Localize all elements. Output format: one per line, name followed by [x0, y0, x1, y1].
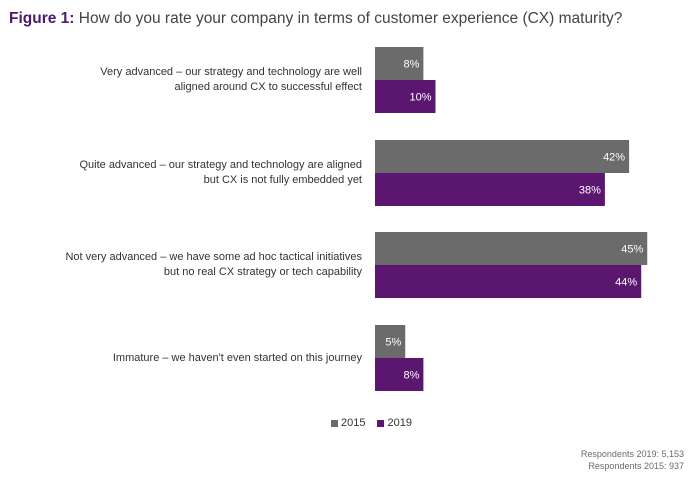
bar-value-label: 5% — [385, 337, 401, 349]
bar-2015 — [375, 47, 424, 80]
bar-2019 — [375, 173, 605, 206]
category-label: Not very advanced – we have some ad hoc … — [32, 250, 362, 280]
bar-value-label: 8% — [403, 59, 419, 71]
bar-value-label: 44% — [615, 277, 637, 289]
bar-2019 — [375, 358, 424, 391]
bar-2015 — [375, 325, 406, 358]
legend-label-2015: 2015 — [341, 417, 366, 429]
category-label-line: aligned around CX to successful effect — [174, 81, 362, 93]
legend: 2015 2019 — [331, 417, 412, 429]
legend-label-2019: 2019 — [387, 417, 412, 429]
bar-value-label: 8% — [403, 370, 419, 382]
category-label-line: Not very advanced – we have some ad hoc … — [65, 251, 362, 263]
bar-2015 — [375, 232, 648, 265]
chart-title: Figure 1: How do you rate your company i… — [9, 10, 622, 28]
legend-swatch-2019 — [377, 419, 385, 427]
bar-value-label: 42% — [603, 152, 625, 164]
bar-value-label: 45% — [621, 244, 643, 256]
legend-item-2015: 2015 — [331, 417, 365, 429]
chart-question: How do you rate your company in terms of… — [78, 10, 623, 27]
category-label-line: Immature – we haven't even started on th… — [112, 351, 362, 364]
bar-value-label: 38% — [579, 185, 601, 197]
category-label-line: Quite advanced – our strategy and techno… — [79, 159, 362, 171]
bar-2015 — [375, 140, 630, 173]
figure-label: Figure 1: — [9, 10, 75, 27]
legend-item-2019: 2019 — [377, 417, 412, 429]
bar-value-label: 10% — [409, 92, 431, 104]
category-label: Quite advanced – our strategy and techno… — [32, 158, 362, 188]
footnote-respondents-2019: Respondents 2019: 5,153 — [580, 449, 684, 459]
category-label-line: but CX is not fully embedded yet — [203, 174, 362, 186]
footnote-respondents-2015: Respondents 2015: 937 — [588, 461, 684, 471]
category-label-line: but no real CX strategy or tech capabili… — [163, 266, 362, 278]
category-label: Immature – we haven't even started on th… — [32, 351, 362, 366]
bar-2019 — [375, 265, 642, 298]
category-label: Very advanced – our strategy and technol… — [32, 65, 362, 95]
bar-2019 — [375, 80, 436, 113]
legend-swatch-2015 — [331, 419, 338, 427]
category-label-line: Very advanced – our strategy and technol… — [100, 66, 362, 78]
